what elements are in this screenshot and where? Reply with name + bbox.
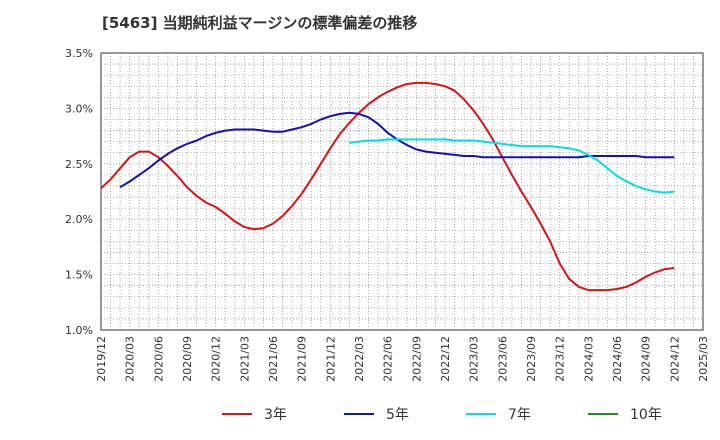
x-tick-label: 2022/12	[439, 336, 452, 382]
x-tick-label: 2024/06	[611, 336, 624, 382]
y-axis: 1.0% 1.5% 2.0% 2.5% 3.0% 3.5%	[65, 47, 93, 337]
x-tick-label: 2022/06	[382, 336, 395, 382]
y-tick-label: 3.0%	[65, 102, 93, 115]
legend-label: 7年	[508, 407, 531, 423]
x-tick-label: 2025/03	[697, 336, 710, 382]
x-tick-label: 2021/12	[324, 336, 337, 382]
chart-title: [5463] 当期純利益マージンの標準偏差の推移	[102, 14, 418, 32]
x-tick-label: 2022/09	[410, 336, 423, 382]
legend-label: 5年	[386, 407, 409, 423]
y-tick-label: 3.5%	[65, 47, 93, 60]
legend: 3年 5年 7年 10年	[222, 407, 662, 423]
series-lines	[100, 81, 675, 292]
x-tick-label: 2023/12	[554, 336, 567, 382]
x-tick-label: 2024/09	[640, 336, 653, 382]
x-tick-label: 2022/03	[353, 336, 366, 382]
x-tick-label: 2020/09	[181, 336, 194, 382]
x-tick-label: 2021/06	[267, 336, 280, 382]
series-line-7年	[349, 138, 675, 194]
x-tick-label: 2024/12	[668, 336, 681, 382]
plot-frame	[100, 52, 704, 331]
y-tick-label: 1.5%	[65, 269, 93, 282]
y-tick-label: 2.0%	[65, 213, 93, 226]
x-tick-label: 2020/03	[124, 336, 137, 382]
y-tick-label: 2.5%	[65, 158, 93, 171]
x-tick-label: 2021/03	[238, 336, 251, 382]
x-tick-label: 2023/09	[525, 336, 538, 382]
y-tick-label: 1.0%	[65, 324, 93, 337]
x-tick-label: 2019/12	[95, 336, 108, 382]
x-tick-label: 2024/03	[582, 336, 595, 382]
series-line-3年	[100, 81, 675, 292]
x-axis: 2019/12 2020/03 2020/06 2020/09 2020/12 2021/…	[95, 336, 710, 382]
x-tick-label: 2020/12	[210, 336, 223, 382]
legend-label: 10年	[630, 407, 662, 423]
x-tick-label: 2023/03	[468, 336, 481, 382]
x-tick-label: 2020/06	[152, 336, 165, 382]
x-tick-label: 2021/09	[296, 336, 309, 382]
legend-label: 3年	[264, 407, 287, 423]
x-tick-label: 2023/06	[496, 336, 509, 382]
